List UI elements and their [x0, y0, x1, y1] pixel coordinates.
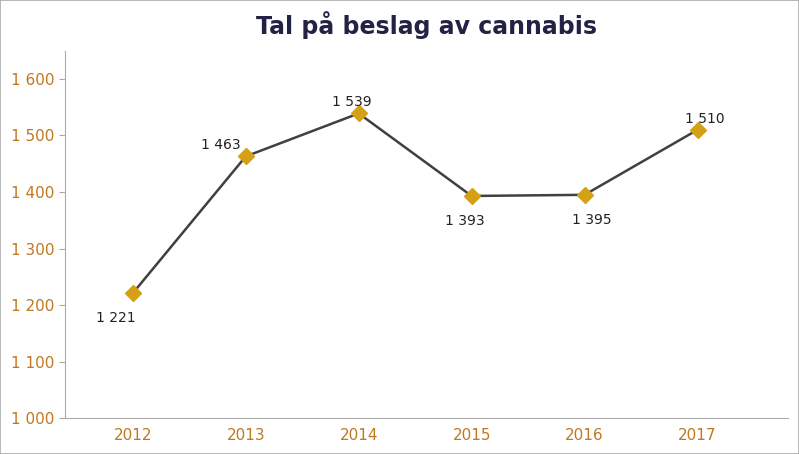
Text: 1 395: 1 395 — [572, 213, 611, 227]
Text: 1 539: 1 539 — [332, 95, 372, 109]
Text: 1 463: 1 463 — [201, 138, 240, 152]
Text: 1 510: 1 510 — [685, 112, 724, 126]
Text: 1 393: 1 393 — [445, 214, 484, 228]
Text: 1 221: 1 221 — [97, 311, 136, 325]
Title: Tal på beslag av cannabis: Tal på beslag av cannabis — [256, 11, 597, 39]
